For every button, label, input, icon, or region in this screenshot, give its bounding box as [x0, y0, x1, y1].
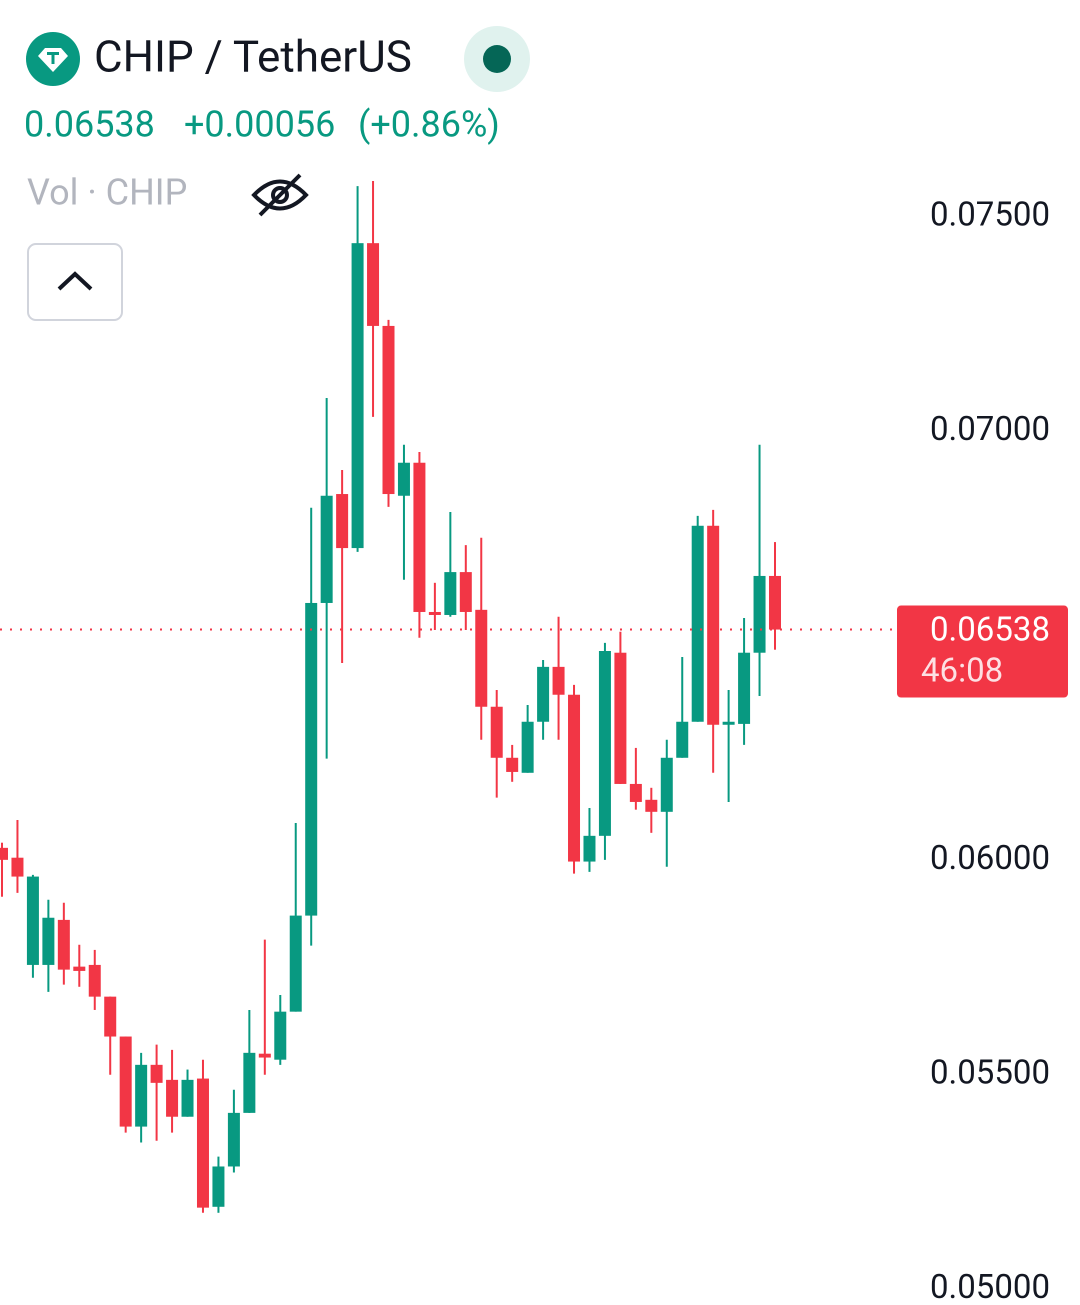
- candle-body: [42, 917, 55, 965]
- candle-body: [243, 1052, 256, 1113]
- candle-body: [490, 706, 503, 758]
- candle-body: [11, 857, 24, 877]
- candle-body: [26, 876, 39, 965]
- candle-body: [444, 572, 457, 615]
- candle-body: [537, 666, 550, 722]
- candle-body: [150, 1064, 163, 1083]
- candle-body: [73, 966, 86, 971]
- candle-body: [135, 1064, 148, 1127]
- candle-body: [336, 494, 349, 549]
- last-price-label: 0.06538: [930, 610, 1050, 649]
- candle-body: [119, 1036, 132, 1127]
- symbol-logo[interactable]: [26, 32, 80, 86]
- candle-body: [104, 996, 117, 1037]
- y-tick-label: 0.06000: [930, 839, 1050, 878]
- last-price-tag: [897, 605, 1068, 698]
- plot: [0, 180, 897, 1213]
- chevron-up: [57, 271, 93, 291]
- candle-body: [660, 757, 673, 812]
- candle-body: [351, 243, 364, 549]
- candle-body: [305, 602, 318, 916]
- candle-body: [274, 1011, 287, 1060]
- candle-body: [753, 575, 766, 653]
- y-tick-label: 0.05500: [930, 1053, 1050, 1092]
- candle-body: [258, 1053, 271, 1058]
- candle-body: [614, 652, 627, 784]
- collapse-button[interactable]: [27, 243, 123, 321]
- price-change: +0.00056: [184, 104, 335, 146]
- candle-body: [475, 609, 488, 707]
- candle-body: [769, 575, 781, 630]
- volume-label[interactable]: Vol · CHIP: [27, 172, 187, 214]
- candle-body: [629, 783, 642, 802]
- candle-body: [289, 915, 302, 1012]
- candle-body: [57, 919, 70, 970]
- price-change-percent: (+0.86%): [358, 104, 500, 146]
- candle-body: [676, 721, 689, 758]
- candle-body: [166, 1079, 179, 1117]
- candle-body: [196, 1078, 209, 1208]
- candle-body: [212, 1166, 225, 1207]
- bar-countdown: 46:08: [921, 651, 1003, 690]
- slash: [258, 173, 302, 217]
- candle-body: [367, 243, 380, 326]
- price: 0.06538: [24, 104, 155, 146]
- candle-body: [413, 462, 426, 612]
- candle-body: [583, 835, 596, 862]
- candle-body: [227, 1112, 240, 1167]
- candle-body: [645, 799, 658, 812]
- y-tick-label: 0.05000: [930, 1268, 1050, 1305]
- status-dot: [483, 45, 511, 73]
- candle-body: [691, 525, 704, 722]
- candle-body: [181, 1079, 194, 1117]
- pupil: [271, 186, 289, 204]
- logo-t: [51, 52, 55, 64]
- candle-body: [0, 847, 8, 860]
- symbol-title[interactable]: CHIP / TetherUS: [94, 31, 412, 83]
- hide-icon[interactable]: [251, 173, 309, 217]
- y-tick-label: 0.07500: [930, 196, 1050, 235]
- candle-body: [506, 757, 519, 772]
- candle-body: [397, 462, 410, 496]
- y-tick-label: 0.07000: [930, 410, 1050, 449]
- candle-body: [459, 572, 472, 612]
- candle-body: [598, 650, 611, 836]
- candle-body: [320, 495, 333, 603]
- candle-body: [382, 325, 395, 495]
- candle-body: [428, 611, 441, 615]
- candle-body: [568, 694, 581, 862]
- candle-body: [707, 525, 720, 725]
- candle-body: [722, 721, 735, 725]
- candle-body: [552, 666, 565, 695]
- candle-body: [521, 721, 534, 773]
- candle-body: [88, 964, 101, 997]
- candle-body: [738, 652, 751, 724]
